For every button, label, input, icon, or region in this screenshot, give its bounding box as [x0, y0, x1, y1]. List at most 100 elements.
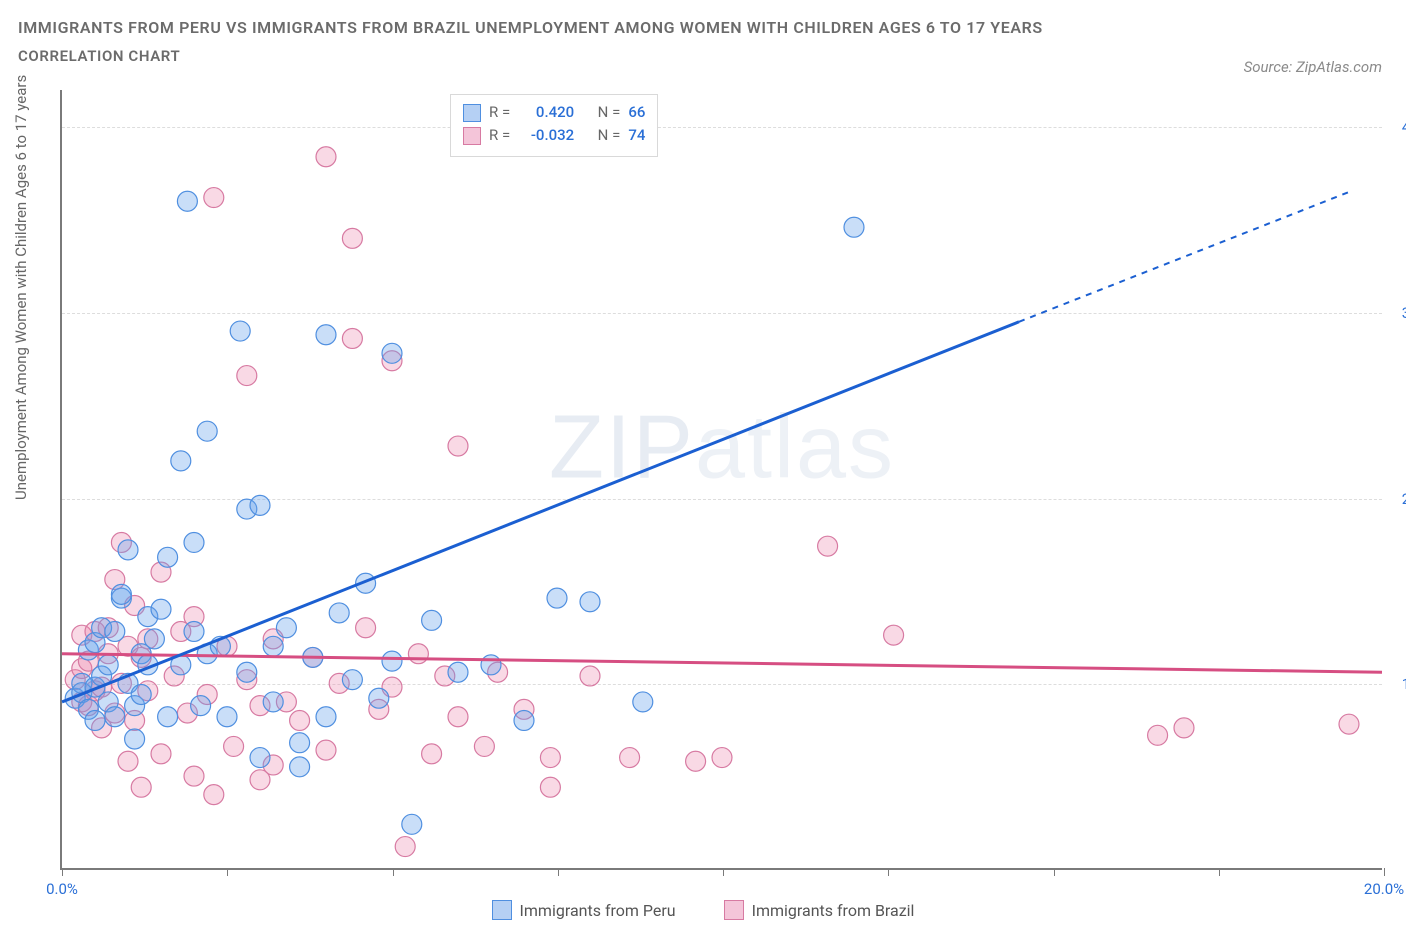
data-point-brazil — [1174, 718, 1194, 738]
data-point-brazil — [620, 748, 640, 768]
chart-root: IMMIGRANTS FROM PERU VS IMMIGRANTS FROM … — [0, 0, 1406, 930]
data-point-peru — [111, 584, 131, 604]
swatch-peru-icon — [463, 104, 481, 122]
data-point-peru — [250, 748, 270, 768]
y-tick-label: 20.0% — [1390, 490, 1406, 508]
data-point-peru — [316, 325, 336, 345]
x-tick — [1219, 868, 1220, 876]
data-point-brazil — [356, 618, 376, 638]
legend-peru-label: Immigrants from Peru — [520, 901, 676, 920]
data-point-brazil — [540, 748, 560, 768]
legend-row-peru: R = 0.420 N = 66 — [463, 101, 645, 124]
data-point-brazil — [131, 777, 151, 797]
chart-area: ZIPatlas 10.0%20.0%30.0%40.0%0.0%20.0% — [60, 90, 1382, 870]
source-attribution: Source: ZipAtlas.com — [1244, 58, 1382, 76]
data-point-peru — [402, 814, 422, 834]
x-tick — [1384, 868, 1385, 876]
data-point-peru — [197, 421, 217, 441]
x-tick — [393, 868, 394, 876]
trendline-brazil — [62, 654, 1382, 673]
data-point-brazil — [184, 766, 204, 786]
data-point-peru — [633, 692, 653, 712]
legend-r-label: R = — [489, 124, 510, 147]
data-point-brazil — [342, 328, 362, 348]
x-tick — [723, 868, 724, 876]
swatch-peru-icon — [492, 900, 512, 920]
legend-n-label: N = — [598, 124, 621, 147]
data-point-brazil — [204, 188, 224, 208]
data-point-brazil — [151, 744, 171, 764]
y-tick-label: 30.0% — [1390, 304, 1406, 322]
data-point-brazil — [818, 536, 838, 556]
data-point-brazil — [316, 740, 336, 760]
data-point-peru — [158, 547, 178, 567]
x-tick — [62, 868, 63, 876]
data-point-peru — [263, 636, 283, 656]
data-point-brazil — [224, 736, 244, 756]
legend-item-peru: Immigrants from Peru — [492, 900, 676, 920]
data-point-brazil — [316, 147, 336, 167]
data-point-brazil — [448, 436, 468, 456]
legend-row-brazil: R = -0.032 N = 74 — [463, 124, 645, 147]
data-point-peru — [422, 610, 442, 630]
data-point-peru — [329, 603, 349, 623]
data-point-peru — [125, 729, 145, 749]
data-point-peru — [580, 592, 600, 612]
data-point-brazil — [686, 751, 706, 771]
legend-brazil-n-value: 74 — [628, 124, 645, 147]
legend-n-label: N = — [598, 101, 621, 124]
data-point-peru — [382, 651, 402, 671]
data-point-peru — [250, 495, 270, 515]
y-tick-label: 10.0% — [1390, 675, 1406, 693]
x-tick — [888, 868, 889, 876]
data-point-peru — [118, 540, 138, 560]
legend-peru-r-value: 0.420 — [518, 101, 574, 124]
data-point-peru — [171, 451, 191, 471]
data-point-peru — [276, 618, 296, 638]
title-block: IMMIGRANTS FROM PERU VS IMMIGRANTS FROM … — [18, 18, 1043, 65]
data-point-peru — [144, 629, 164, 649]
swatch-brazil-icon — [463, 127, 481, 145]
data-point-peru — [184, 532, 204, 552]
data-point-brazil — [204, 785, 224, 805]
data-point-peru — [191, 696, 211, 716]
data-point-peru — [290, 757, 310, 777]
legend-peru-n-value: 66 — [628, 101, 645, 124]
data-point-peru — [844, 217, 864, 237]
title-line1: IMMIGRANTS FROM PERU VS IMMIGRANTS FROM … — [18, 18, 1043, 37]
data-point-peru — [105, 621, 125, 641]
data-point-peru — [369, 688, 389, 708]
scatter-plot — [62, 90, 1382, 869]
x-tick — [227, 868, 228, 876]
legend-r-label: R = — [489, 101, 510, 124]
title-line2: CORRELATION CHART — [18, 47, 1043, 65]
data-point-brazil — [422, 744, 442, 764]
data-point-peru — [131, 685, 151, 705]
legend-series: Immigrants from Peru Immigrants from Bra… — [0, 900, 1406, 924]
data-point-peru — [263, 692, 283, 712]
data-point-peru — [448, 662, 468, 682]
data-point-brazil — [712, 748, 732, 768]
trendline-peru-extrapolated — [1019, 192, 1349, 322]
x-tick — [558, 868, 559, 876]
data-point-peru — [342, 670, 362, 690]
data-point-peru — [547, 588, 567, 608]
trendline-peru — [62, 322, 1019, 702]
data-point-peru — [382, 343, 402, 363]
x-tick — [1054, 868, 1055, 876]
legend-item-brazil: Immigrants from Brazil — [724, 900, 915, 920]
x-tick-label: 20.0% — [1364, 880, 1404, 898]
data-point-peru — [230, 321, 250, 341]
data-point-brazil — [395, 837, 415, 857]
data-point-peru — [98, 655, 118, 675]
data-point-brazil — [237, 366, 257, 386]
data-point-peru — [158, 707, 178, 727]
data-point-peru — [290, 733, 310, 753]
data-point-peru — [184, 621, 204, 641]
data-point-brazil — [1148, 725, 1168, 745]
data-point-brazil — [540, 777, 560, 797]
y-tick-label: 40.0% — [1390, 118, 1406, 136]
data-point-peru — [481, 655, 501, 675]
legend-brazil-r-value: -0.032 — [518, 124, 574, 147]
data-point-brazil — [408, 644, 428, 664]
